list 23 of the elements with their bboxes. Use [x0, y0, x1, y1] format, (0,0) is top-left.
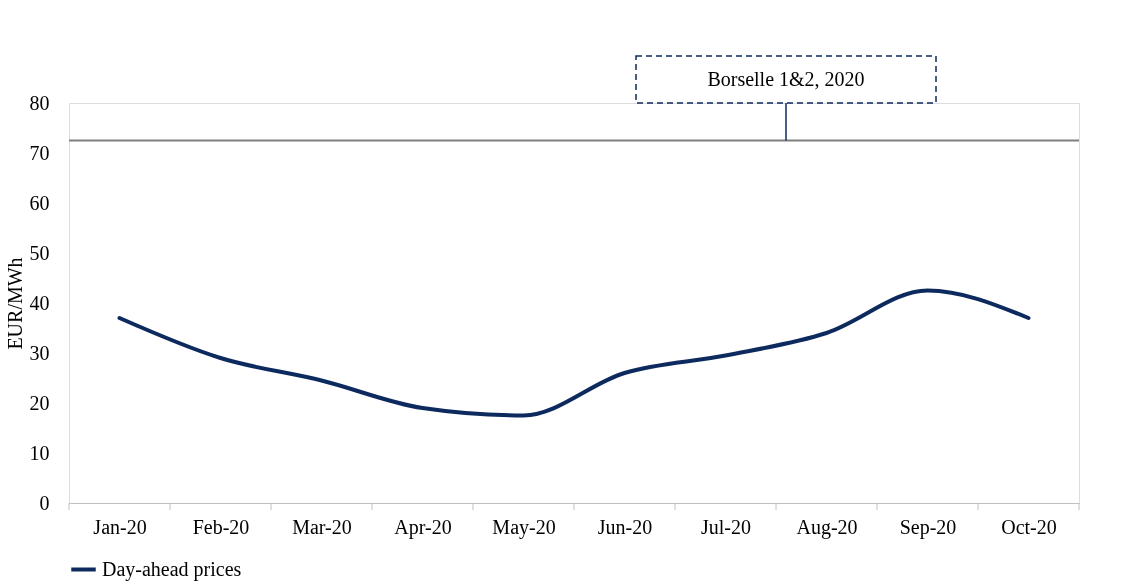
y-tick-label: 50	[29, 241, 50, 264]
x-tick-label: Aug-20	[796, 515, 858, 539]
y-tick-label: 10	[29, 441, 50, 464]
y-tick-label: 80	[29, 91, 50, 114]
legend-label: Day-ahead prices	[102, 557, 242, 581]
x-tick-label: May-20	[492, 515, 556, 539]
y-tick-label: 20	[29, 391, 50, 414]
y-tick-label: 60	[29, 191, 50, 214]
y-axis-title: EUR/MWh	[3, 257, 26, 350]
x-tick-label: Mar-20	[292, 515, 352, 538]
y-tick-label: 70	[29, 141, 50, 164]
y-tick-label: 40	[29, 291, 50, 314]
x-tick-label: Jun-20	[597, 515, 653, 538]
x-tick-label: Feb-20	[192, 515, 250, 538]
line-series	[117, 288, 1031, 418]
x-tick-label: Jan-20	[93, 515, 147, 538]
y-tick-label: 30	[29, 341, 50, 364]
x-tick-label: Sep-20	[899, 515, 957, 539]
x-tick-label: Apr-20	[394, 515, 452, 539]
x-tick-label: Jul-20	[701, 515, 751, 538]
x-tick-label: Oct-20	[1001, 515, 1057, 538]
y-tick-label: 0	[39, 491, 50, 514]
ref-line-label: Borselle 1&2, 2020	[707, 68, 865, 90]
